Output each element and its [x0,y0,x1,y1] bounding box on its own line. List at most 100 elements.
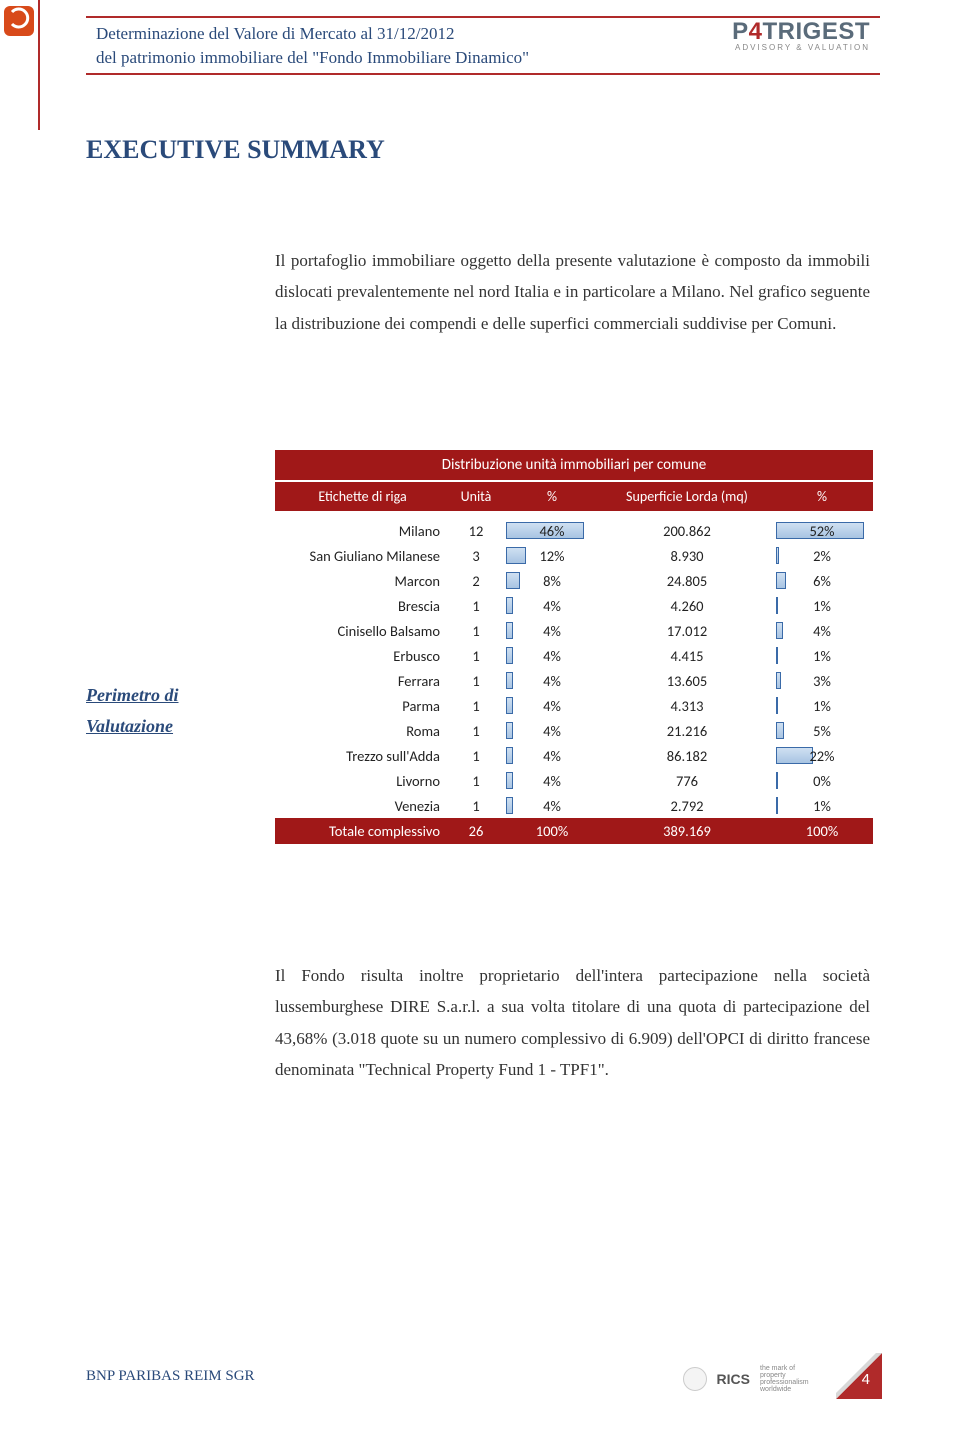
brand-prefix: P [732,18,749,45]
footer-company: BNP PARIBAS REIM SGR [86,1368,255,1385]
table-row: Ferrara14%13.6053% [275,668,873,693]
row-surface: 200.862 [602,522,772,540]
side-logo: GABETTIGROUP [0,0,40,130]
brand-rest: TRIGEST [762,18,870,45]
row-label: Livorno [275,772,450,790]
section-label-line1: Perimetro di [86,680,179,711]
header-rule [86,73,880,75]
row-pct-bar: 8% [502,568,602,593]
row-units: 1 [450,697,502,715]
section-label: Perimetro di Valutazione [86,680,179,741]
row-label: Ferrara [275,672,450,690]
row-pct-bar: 4% [502,768,602,793]
total-surface: 389.169 [602,822,772,840]
row-label: Brescia [275,597,450,615]
row-pct2-bar: 3% [772,668,872,693]
footer-cert-logos: RICS the mark of property professionalis… [683,1365,820,1393]
row-label: Cinisello Balsamo [275,622,450,640]
total-pct: 100% [502,822,602,840]
table-total-row: Totale complessivo 26 100% 389.169 100% [275,818,873,844]
table-row: Milano1246%200.86252% [275,518,873,543]
row-pct2-bar: 6% [772,568,872,593]
row-pct2-bar: 5% [772,718,872,743]
row-units: 1 [450,597,502,615]
table-row: Trezzo sull'Adda14%86.18222% [275,743,873,768]
table-row: Cinisello Balsamo14%17.0124% [275,618,873,643]
row-units: 1 [450,672,502,690]
table-header-row: Etichette di riga Unità % Superficie Lor… [275,482,873,511]
table-row: Venezia14%2.7921% [275,793,873,818]
brand-slash: 4 [749,18,763,45]
row-surface: 86.182 [602,747,772,765]
rics-text: RICS [717,1371,750,1387]
rics-tagline: the mark of property professionalism wor… [760,1365,820,1393]
intro-paragraph: Il portafoglio immobiliare oggetto della… [275,245,870,339]
row-label: Marcon [275,572,450,590]
row-units: 12 [450,522,502,540]
row-units: 1 [450,772,502,790]
row-pct2-bar: 2% [772,543,872,568]
row-pct-bar: 4% [502,643,602,668]
row-pct2-bar: 52% [772,518,872,543]
row-surface: 776 [602,772,772,790]
row-pct-bar: 12% [502,543,602,568]
table-row: Roma14%21.2165% [275,718,873,743]
total-pct2: 100% [772,822,872,840]
row-pct2-bar: 1% [772,643,872,668]
row-units: 1 [450,622,502,640]
table-row: Marcon28%24.8056% [275,568,873,593]
row-pct2-bar: 1% [772,593,872,618]
total-label: Totale complessivo [275,822,450,840]
body-paragraph: Il Fondo risulta inoltre proprietario de… [275,960,870,1086]
row-surface: 4.313 [602,697,772,715]
row-label: Roma [275,722,450,740]
row-surface: 13.605 [602,672,772,690]
cert-icon [683,1367,707,1391]
row-label: Trezzo sull'Adda [275,747,450,765]
row-surface: 8.930 [602,547,772,565]
row-surface: 2.792 [602,797,772,815]
row-pct-bar: 4% [502,718,602,743]
header-line2: del patrimonio immobiliare del "Fondo Im… [96,46,529,70]
col-label: Etichette di riga [275,488,450,505]
row-surface: 17.012 [602,622,772,640]
col-surface: Superficie Lorda (mq) [602,488,772,505]
page-title: EXECUTIVE SUMMARY [86,135,385,165]
row-pct-bar: 4% [502,593,602,618]
row-pct-bar: 46% [502,518,602,543]
col-units: Unità [450,488,502,505]
row-pct-bar: 4% [502,618,602,643]
row-units: 1 [450,647,502,665]
row-label: Erbusco [275,647,450,665]
page-corner [836,1353,882,1399]
header-text: Determinazione del Valore di Mercato al … [96,22,529,70]
brand-sub: ADVISORY & VALUATION [732,44,870,52]
row-pct-bar: 4% [502,668,602,693]
table-row: Brescia14%4.2601% [275,593,873,618]
distribution-table: Distribuzione unità immobiliari per comu… [275,450,873,844]
row-pct-bar: 4% [502,743,602,768]
row-pct2-bar: 22% [772,743,872,768]
col-pct: % [502,488,602,505]
row-units: 1 [450,797,502,815]
row-pct-bar: 4% [502,793,602,818]
table-title: Distribuzione unità immobiliari per comu… [275,450,873,482]
row-pct2-bar: 1% [772,793,872,818]
row-units: 1 [450,747,502,765]
row-surface: 4.415 [602,647,772,665]
row-surface: 4.260 [602,597,772,615]
row-pct-bar: 4% [502,693,602,718]
row-units: 2 [450,572,502,590]
row-surface: 21.216 [602,722,772,740]
total-units: 26 [450,822,502,840]
table-row: Erbusco14%4.4151% [275,643,873,668]
row-surface: 24.805 [602,572,772,590]
page-number: 4 [862,1371,870,1388]
row-label: Parma [275,697,450,715]
row-label: San Giuliano Milanese [275,547,450,565]
row-pct2-bar: 4% [772,618,872,643]
row-label: Milano [275,522,450,540]
table-row: Parma14%4.3131% [275,693,873,718]
header-line1: Determinazione del Valore di Mercato al … [96,22,529,46]
row-units: 3 [450,547,502,565]
